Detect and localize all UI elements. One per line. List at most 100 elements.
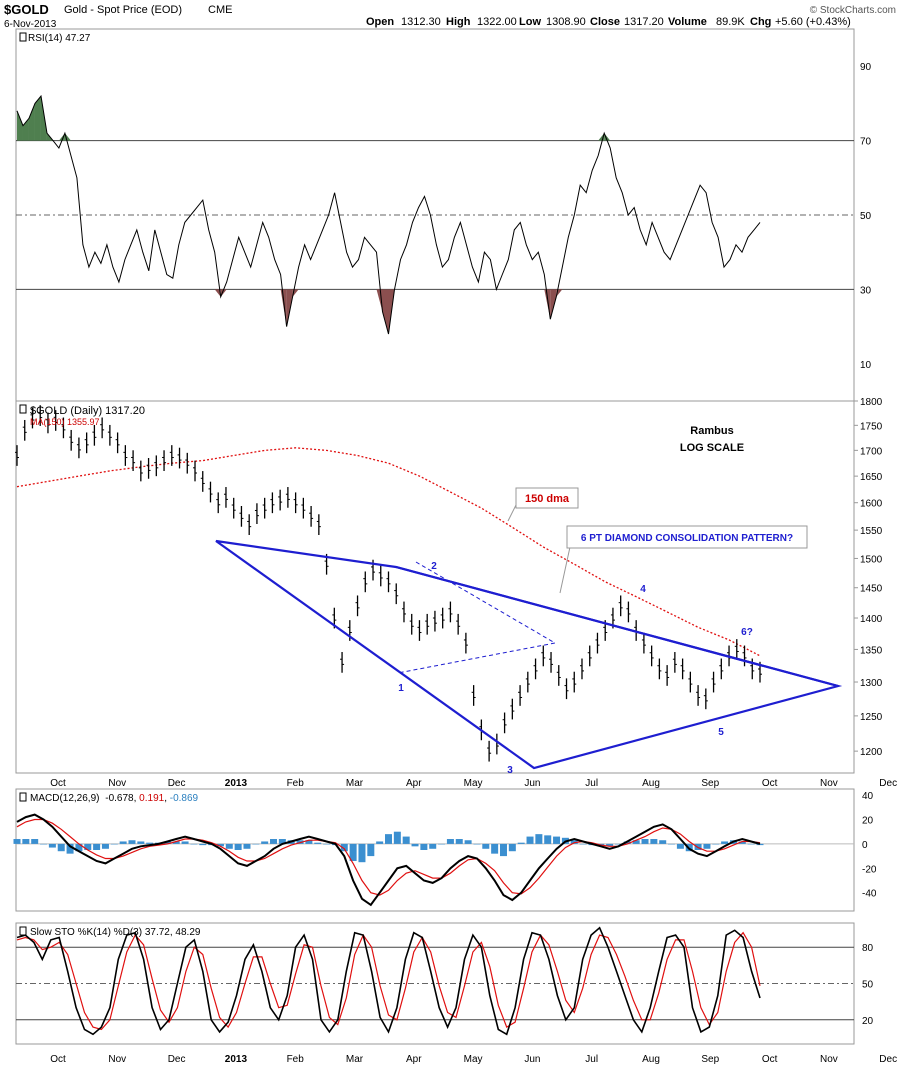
- macd-tick-label: 40: [862, 791, 874, 802]
- pattern-callout-box: [566, 525, 808, 549]
- point-4-label: 4: [640, 584, 646, 595]
- diamond-upper-line: [395, 565, 839, 688]
- log-scale-label: LOG SCALE: [680, 442, 744, 454]
- exchange: CME: [208, 4, 232, 16]
- price-tick-label: 1650: [860, 472, 883, 483]
- histogram-legend-value: -0.869: [170, 793, 199, 804]
- x-tick-label: Sep: [701, 778, 719, 789]
- high-label: High: [446, 16, 471, 28]
- macd-histogram-bar: [641, 839, 649, 844]
- macd-histogram-bar: [385, 834, 392, 844]
- point-3-label: 3: [507, 765, 513, 776]
- macd-histogram-bar: [712, 843, 720, 845]
- chg-label: Chg: [750, 16, 771, 28]
- x-tick-label: Apr: [406, 1054, 422, 1065]
- rsi-layer: 90 70 50 30 10: [16, 62, 872, 371]
- price-tick-label: 1200: [860, 747, 883, 758]
- rsi-legend: RSI(14) 47.27: [19, 32, 91, 44]
- macd-histogram-bar: [119, 841, 127, 844]
- macd-histogram-bar: [393, 831, 401, 844]
- rsi-overbought-fill: [58, 133, 65, 141]
- macd-histogram-bar: [544, 835, 552, 844]
- rsi-overbought-fill: [17, 110, 23, 141]
- point-1-label: 1: [398, 683, 404, 694]
- x-tick-label: Jul: [585, 1054, 598, 1065]
- sto-panel: [15, 922, 855, 1045]
- price-tick-label: 1700: [860, 446, 883, 457]
- rsi-tick-label: 50: [860, 211, 872, 222]
- close-value: 1317.20: [624, 16, 664, 28]
- rsi-oversold-fill: [382, 289, 389, 335]
- ma-legend-text: MA(150) 1355.97: [30, 417, 100, 427]
- macd-histogram-bar: [721, 841, 729, 844]
- macd-histogram-bar: [650, 839, 658, 844]
- macd-histogram-bar: [526, 836, 534, 844]
- rsi-overbought-fill: [34, 95, 41, 141]
- macd-histogram-bar: [499, 843, 507, 857]
- x-tick-label: Jul: [585, 778, 598, 789]
- ma150-line: [16, 447, 761, 657]
- price-tick-label: 1550: [860, 526, 883, 537]
- high-value: 1322.00: [477, 16, 517, 28]
- macd-histogram-bar: [676, 843, 684, 849]
- chart-date: 6-Nov-2013: [4, 19, 57, 30]
- macd-histogram-bar: [314, 842, 322, 844]
- x-tick-label: Oct: [762, 1054, 778, 1065]
- macd-histogram-bar: [93, 843, 101, 850]
- x-tick-label: 2013: [225, 1054, 248, 1065]
- watermark: © StockCharts.com: [810, 5, 896, 16]
- point-5-label: 5: [718, 727, 724, 738]
- point-2-label: 2: [431, 561, 437, 572]
- volume-label: Volume: [668, 16, 707, 28]
- sto-tick-label: 80: [862, 943, 874, 954]
- price-tick-label: 1300: [860, 678, 883, 689]
- rsi-tick-label: 70: [860, 137, 872, 148]
- sto-legend: Slow STO %K(14) %D(3) 37.72, 48.29: [19, 926, 201, 938]
- macd-legend-text: MACD(12,26,9) -0.678, 0.191, -0.869: [30, 793, 199, 804]
- macd-histogram-bar: [376, 841, 384, 844]
- macd-histogram-bar: [48, 843, 56, 848]
- price-tick-label: 1400: [860, 614, 883, 625]
- macd-legend-value: -0.678: [105, 793, 134, 804]
- sto-tick-label: 20: [862, 1016, 874, 1027]
- macd-histogram-bar: [659, 840, 667, 844]
- macd-histogram-bar: [747, 843, 755, 845]
- point-6-label: 6?: [741, 627, 753, 638]
- macd-histogram-bar: [553, 836, 561, 844]
- rsi-overbought-fill: [604, 133, 611, 141]
- price-panel: [15, 400, 855, 774]
- x-tick-label: Nov: [820, 778, 838, 789]
- macd-histogram-bar: [402, 836, 410, 844]
- close-label: Close: [590, 16, 620, 28]
- rsi-oversold-fill: [214, 289, 221, 297]
- macd-histogram-bar: [429, 843, 437, 849]
- macd-histogram-bar: [146, 842, 154, 844]
- dma-callout-text: 150 dma: [525, 493, 570, 505]
- macd-histogram-bar: [438, 843, 446, 845]
- rsi-panel: [15, 28, 855, 402]
- x-tick-label: Jun: [524, 1054, 540, 1065]
- rambus-label: Rambus: [690, 425, 733, 437]
- macd-histogram-bar: [491, 843, 499, 854]
- rsi-oversold-fill: [550, 289, 557, 320]
- macd-histogram-bar: [517, 842, 525, 844]
- macd-histogram-bar: [243, 843, 251, 849]
- price-tick-label: 1750: [860, 421, 883, 432]
- macd-histogram-bar: [579, 843, 587, 845]
- macd-histogram-bar: [349, 843, 357, 861]
- macd-histogram-bar: [252, 843, 260, 845]
- rsi-line: [16, 94, 761, 335]
- macd-histogram-bar: [13, 839, 21, 844]
- x-tick-label: Mar: [346, 1054, 364, 1065]
- x-tick-label: Nov: [108, 1054, 126, 1065]
- macd-histogram-bar: [270, 839, 278, 844]
- rsi-tick-label: 30: [860, 285, 872, 296]
- price-tick-label: 1600: [860, 499, 883, 510]
- macd-signal-line: [16, 818, 761, 896]
- sto-k-line: [16, 926, 761, 1036]
- x-tick-label: Dec: [168, 1054, 186, 1065]
- rsi-oversold-fill: [220, 289, 227, 297]
- macd-tick-label: -20: [862, 864, 877, 875]
- macd-histogram-bar: [411, 843, 419, 847]
- macd-histogram-bar: [535, 834, 543, 844]
